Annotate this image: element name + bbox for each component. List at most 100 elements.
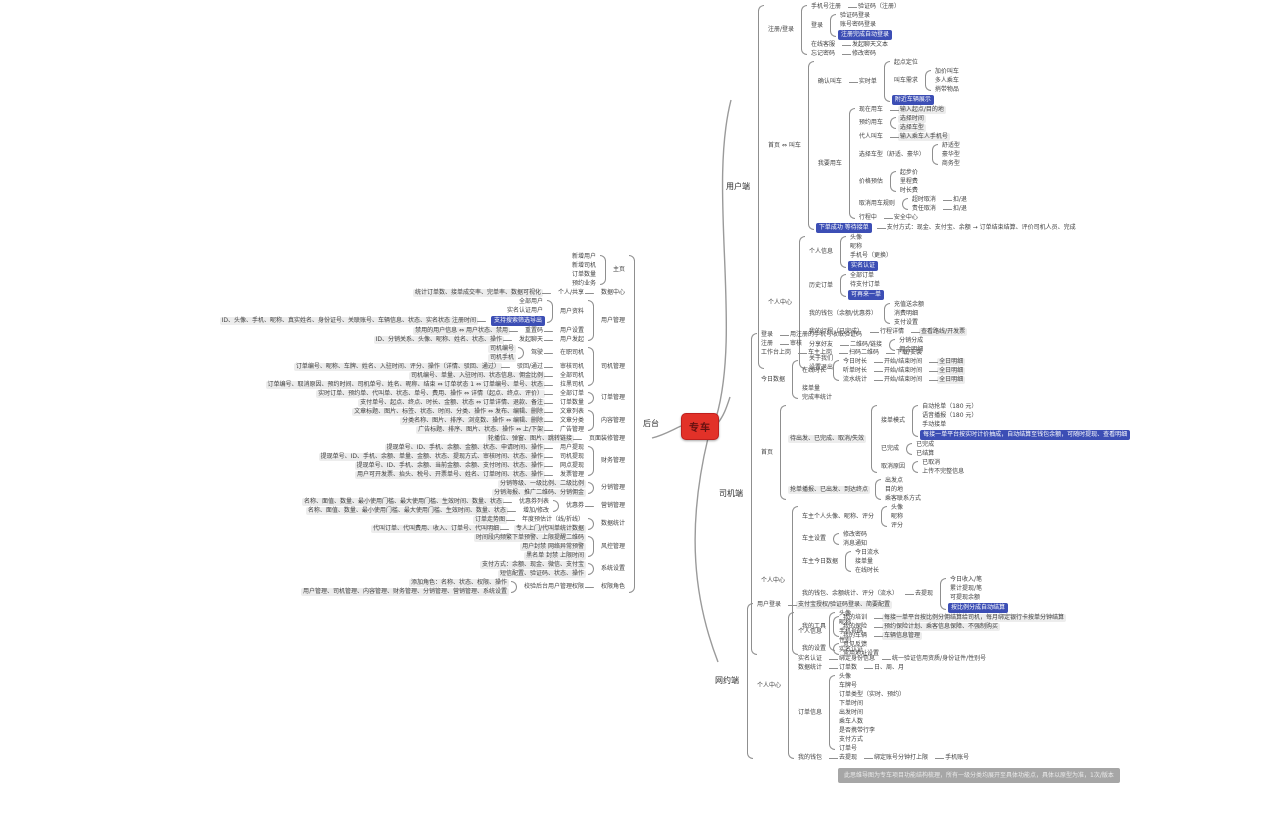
- highlighted-topic-node[interactable]: 下单成功 等待接单: [815, 222, 872, 233]
- topic-node[interactable]: 在线客服: [811, 40, 836, 48]
- topic-node[interactable]: 车主今日数据: [802, 557, 839, 565]
- highlighted-topic-node[interactable]: 实名认证: [848, 260, 879, 271]
- topic-node[interactable]: 今日数据: [761, 375, 786, 383]
- topic-node[interactable]: 订单号: [839, 744, 858, 752]
- topic-node[interactable]: 流水统计: [843, 375, 868, 383]
- topic-node[interactable]: 提现单号、ID、手机、余额、金额、状态、申请时间、操作: [384, 443, 545, 452]
- topic-node[interactable]: 营销管理: [600, 502, 625, 509]
- topic-node[interactable]: 全部订单: [559, 389, 584, 397]
- topic-node[interactable]: 我的保险: [843, 622, 868, 630]
- topic-node[interactable]: 修改密码: [852, 49, 877, 57]
- topic-node[interactable]: 个人/共享: [557, 288, 584, 296]
- topic-node[interactable]: 头像: [839, 672, 852, 680]
- topic-node[interactable]: 取消原因: [881, 463, 906, 470]
- topic-node[interactable]: 审核: [790, 339, 803, 347]
- topic-node[interactable]: 每接一单平台按比例分佣结算给司机，每月绑定银行卡按单分钟结算: [882, 613, 1067, 622]
- topic-node[interactable]: 关于我们: [809, 354, 834, 362]
- topic-node[interactable]: 预约用车: [858, 119, 883, 126]
- topic-node[interactable]: 首页: [761, 448, 774, 456]
- topic-node[interactable]: 数据中心: [600, 288, 625, 296]
- topic-node[interactable]: 个人中心: [768, 298, 793, 306]
- topic-node[interactable]: 现在用车: [858, 105, 883, 113]
- topic-node[interactable]: 支付方式：余额、现金、微信、支付宝: [479, 560, 586, 569]
- topic-node[interactable]: 重置码: [524, 326, 543, 334]
- topic-node[interactable]: 驳回/通过: [516, 362, 543, 370]
- topic-node[interactable]: 全部用户: [518, 297, 543, 305]
- topic-node[interactable]: 数据统计: [600, 520, 625, 527]
- topic-node[interactable]: 内容管理: [600, 416, 625, 424]
- topic-node[interactable]: 我的钱包: [798, 753, 823, 761]
- topic-node[interactable]: 短信配置、验证码、状态、操作: [497, 569, 586, 578]
- topic-node[interactable]: 分销海报、推广二维码、分销佣金: [491, 488, 586, 497]
- topic-node[interactable]: 专人上门/代叫单统计数据: [513, 524, 586, 533]
- topic-node[interactable]: 支付设置: [894, 318, 919, 326]
- topic-node[interactable]: 待支付订单: [850, 280, 881, 288]
- topic-node[interactable]: 接单量: [855, 557, 874, 565]
- topic-node[interactable]: 新增用户: [571, 252, 596, 260]
- topic-node[interactable]: 统一验证信用资质/身份证件/性别号: [892, 654, 987, 662]
- topic-node[interactable]: 页面装修管理: [588, 434, 625, 442]
- topic-node[interactable]: 个人中心: [761, 576, 786, 584]
- topic-node[interactable]: 昵称: [839, 618, 852, 626]
- topic-node[interactable]: 支付宝授权/验证码登录、简要配置: [796, 600, 893, 609]
- topic-node[interactable]: 名称、面值、数量、最小使用门槛、最大使用门槛、生效时间、数量、状态: [305, 506, 508, 515]
- topic-node[interactable]: 手机号注册: [811, 2, 842, 10]
- topic-node[interactable]: 手动接单: [922, 420, 947, 428]
- topic-node[interactable]: 订单数量: [559, 398, 584, 406]
- topic-node[interactable]: 登录: [761, 330, 774, 338]
- topic-node[interactable]: 已取消: [922, 458, 941, 466]
- branch-root-node[interactable]: 用户端: [726, 182, 750, 191]
- topic-node[interactable]: 绑定身份信息: [839, 654, 876, 662]
- topic-node[interactable]: 消息通知: [843, 539, 868, 547]
- topic-node[interactable]: 扫码二维码: [849, 348, 880, 356]
- topic-node[interactable]: 多人乘车: [934, 76, 959, 84]
- topic-node[interactable]: 车主个人头像、昵称、评分: [802, 512, 875, 520]
- topic-node[interactable]: 分享好友: [809, 341, 834, 348]
- topic-node[interactable]: 车辆信息管理: [882, 631, 923, 640]
- topic-node[interactable]: 今日收入/笔: [950, 575, 983, 583]
- topic-node[interactable]: 抢单播报、已出发、到达终点: [788, 485, 871, 494]
- topic-node[interactable]: 实名认证用户: [506, 306, 543, 314]
- topic-node[interactable]: 去提现: [915, 590, 934, 597]
- branch-root-node[interactable]: 司机端: [719, 489, 743, 498]
- topic-node[interactable]: 拉黑司机: [559, 380, 584, 388]
- topic-node[interactable]: 优惠券: [565, 502, 584, 509]
- topic-node[interactable]: 分销等级、一级比例、二级比例: [497, 479, 586, 488]
- topic-node[interactable]: 预约业务: [571, 279, 596, 287]
- topic-node[interactable]: 手机账号: [945, 753, 970, 761]
- topic-node[interactable]: 行程中: [858, 213, 877, 221]
- topic-node[interactable]: 提现单号、ID、手机、余额、单量、金额、状态、提现方式、审核时间、状态、操作: [318, 452, 545, 461]
- topic-node[interactable]: 常用地址设置: [843, 649, 880, 657]
- topic-node[interactable]: 工作台上岗: [761, 348, 792, 356]
- topic-node[interactable]: 扣/退: [952, 204, 967, 212]
- topic-node[interactable]: 用户封禁 网络异常预警: [520, 542, 586, 551]
- topic-node[interactable]: 用户资料: [559, 307, 584, 315]
- topic-node[interactable]: 实时单: [858, 77, 877, 85]
- topic-node[interactable]: 昵称: [850, 242, 863, 250]
- topic-node[interactable]: 订单编号、昵称、车牌、姓名、入驻时间、评分、操作（详情、驳回、通过）: [293, 362, 502, 371]
- topic-node[interactable]: 选择车型: [897, 123, 926, 132]
- topic-node[interactable]: 确认叫车: [817, 77, 842, 85]
- highlighted-topic-node[interactable]: 注册完成自动登录: [838, 29, 893, 40]
- topic-node[interactable]: 乘客联系方式: [885, 494, 922, 502]
- topic-node[interactable]: ID、分销关系、头像、昵称、姓名、状态、操作: [373, 335, 504, 344]
- topic-node[interactable]: 我的培训: [843, 613, 868, 621]
- highlighted-topic-node[interactable]: 每接一单平台按实时计价抽成，自动结算至钱包余额，可随时提现、查看明细: [920, 429, 1131, 440]
- topic-node[interactable]: 捎带物品: [934, 85, 959, 93]
- topic-node[interactable]: 用户设置: [559, 326, 584, 334]
- topic-node[interactable]: 用户登录: [757, 600, 782, 608]
- topic-node[interactable]: 文章列表: [559, 407, 584, 415]
- topic-node[interactable]: 用户可开发票、抬头、税号、开票单号、姓名、订单时间、状态、操作: [354, 470, 545, 479]
- topic-node[interactable]: 风控管理: [600, 542, 625, 550]
- topic-node[interactable]: 下单时间: [839, 699, 864, 707]
- topic-node[interactable]: 头像: [891, 503, 904, 511]
- topic-node[interactable]: 实名认证: [839, 645, 864, 653]
- topic-node[interactable]: 时间段内频繁下单预警、上限提醒二维码: [473, 533, 586, 542]
- topic-node[interactable]: 语音播报（180 元）: [922, 411, 978, 419]
- topic-node[interactable]: 待出发、已完成、取消/失效: [788, 435, 867, 443]
- topic-node[interactable]: 轮播位、弹窗、图片、跳转链接: [485, 434, 574, 443]
- topic-node[interactable]: 选择车型（舒适、豪华）: [858, 150, 925, 158]
- topic-node[interactable]: 全日明细: [937, 366, 966, 375]
- topic-node[interactable]: 首页 ⇔ 叫车: [768, 141, 801, 149]
- topic-node[interactable]: 输入乘车人手机号: [897, 132, 950, 141]
